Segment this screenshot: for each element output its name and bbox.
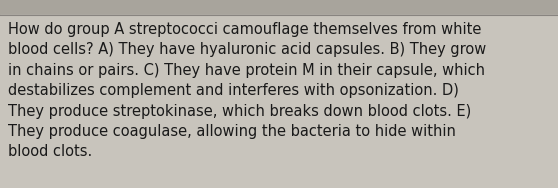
Text: How do group A streptococci camouflage themselves from white
blood cells? A) The: How do group A streptococci camouflage t… — [8, 22, 486, 159]
